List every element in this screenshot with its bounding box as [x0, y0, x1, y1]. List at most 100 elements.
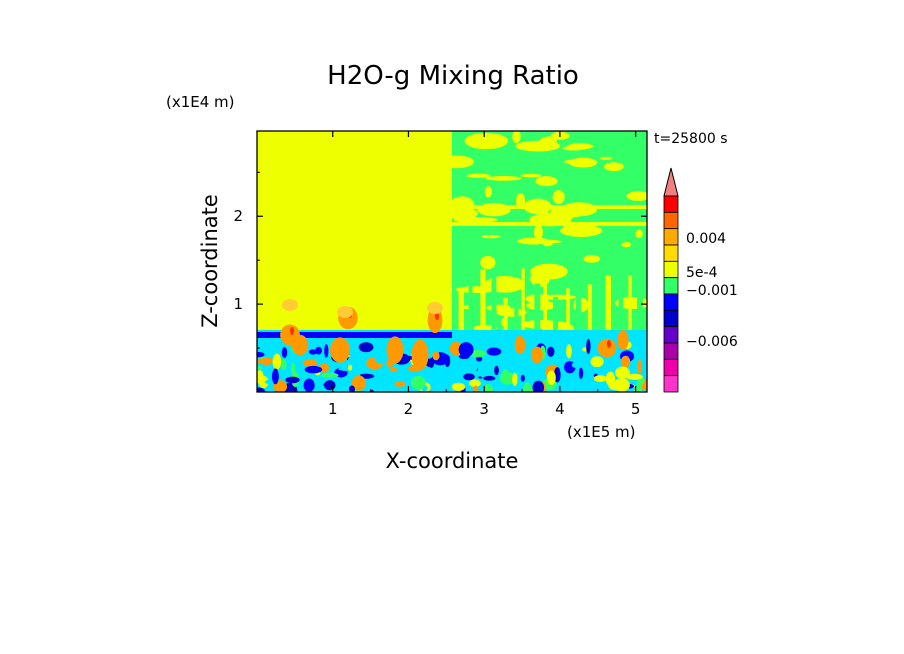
- field-eddy: [483, 375, 496, 381]
- y-axis-label: Z-coordinate: [198, 194, 222, 328]
- field-eddy: [523, 382, 532, 392]
- field-streak: [480, 136, 490, 141]
- field-thermal-top: [282, 299, 298, 311]
- field-eddy: [338, 366, 357, 372]
- field-eddy: [566, 344, 572, 359]
- field-eddy: [620, 355, 631, 368]
- colorbar-label: −0.006: [686, 334, 738, 350]
- field-thermal: [386, 336, 404, 364]
- field-eddy: [394, 381, 406, 387]
- colorbar-segment: [663, 326, 679, 344]
- field-eddy: [528, 341, 535, 350]
- field-eddy: [303, 378, 315, 392]
- field-thermal: [514, 335, 526, 355]
- field-streak: [533, 224, 543, 240]
- colorbar-label: 0.004: [686, 231, 726, 247]
- colorbar-segment: [663, 358, 679, 377]
- x-tick-label: 4: [555, 400, 565, 418]
- field-thermal: [330, 337, 350, 363]
- field-plume: [543, 274, 548, 355]
- field-plume: [491, 269, 497, 350]
- field-eddy: [271, 368, 279, 385]
- field-streak: [481, 234, 501, 239]
- x-tick-label: 1: [328, 400, 338, 418]
- x-unit-label: (x1E5 m): [567, 423, 636, 441]
- field-eddy: [477, 362, 490, 378]
- colorbar: [663, 167, 679, 393]
- field-eddy: [281, 347, 288, 359]
- field-eddy: [586, 338, 591, 355]
- field-streak: [512, 131, 521, 144]
- field-eddy: [636, 381, 642, 392]
- field-eddy: [472, 385, 479, 392]
- y-unit-label: (x1E4 m): [166, 93, 235, 111]
- field-eddy: [308, 349, 318, 355]
- x-tick-label: 5: [631, 400, 641, 418]
- field-eddy: [494, 365, 499, 376]
- field-streak: [515, 140, 561, 152]
- x-axis-label: X-coordinate: [386, 449, 519, 473]
- field-streak: [526, 300, 556, 311]
- field-streak: [520, 173, 542, 178]
- field-eddy: [463, 373, 475, 381]
- field-streak: [563, 159, 598, 165]
- field-streak: [626, 191, 647, 201]
- colorbar-segment: [663, 309, 679, 328]
- field-eddy: [302, 359, 318, 367]
- field-eddy: [272, 353, 282, 370]
- plot-frame: [256, 130, 648, 393]
- field-eddy: [458, 342, 474, 358]
- field-eddy: [290, 362, 296, 374]
- field-thermal-core: [435, 312, 439, 320]
- field-eddy: [324, 380, 336, 391]
- colorbar-segment: [663, 244, 679, 262]
- field-streak: [484, 186, 492, 198]
- field-eddy: [590, 356, 604, 368]
- field-thermal: [411, 339, 429, 371]
- field-streak: [530, 263, 568, 280]
- field-streak: [449, 196, 475, 214]
- field-eddy: [438, 371, 447, 388]
- field-eddy: [351, 375, 366, 391]
- field-plume: [458, 289, 465, 370]
- field-plume: [605, 275, 611, 356]
- field-eddy: [285, 376, 300, 384]
- field-plume: [628, 275, 632, 356]
- field-plume: [637, 275, 643, 356]
- field-streak: [561, 202, 598, 217]
- field-plume: [566, 288, 570, 369]
- field-eddy: [374, 353, 388, 364]
- field-boundary-layer: [257, 330, 647, 392]
- field-eddy: [376, 341, 388, 352]
- field-streak: [535, 176, 558, 187]
- field-streak: [552, 190, 565, 204]
- field-eddy: [348, 364, 353, 371]
- y-tick-label: 1: [233, 295, 243, 313]
- field-eddy: [349, 346, 360, 358]
- field-plume: [468, 281, 473, 362]
- field-eddy: [315, 346, 322, 355]
- field-streak: [599, 156, 613, 160]
- field-eddy: [389, 366, 398, 373]
- field-thermal: [617, 329, 629, 351]
- x-tick-label: 2: [404, 400, 414, 418]
- field-eddy: [578, 367, 584, 379]
- field-eddy: [358, 342, 374, 353]
- field-eddy: [469, 379, 481, 388]
- field-streak: [604, 162, 624, 172]
- field-streak: [519, 239, 562, 244]
- colorbar-segment: [663, 195, 679, 213]
- colorbar-extend-triangle: [663, 167, 679, 197]
- field-thermal-top: [427, 302, 443, 314]
- field-eddy: [499, 371, 515, 385]
- field-eddy: [532, 380, 545, 392]
- field-eddy: [348, 385, 355, 392]
- colorbar-segment: [663, 211, 679, 230]
- field-eddy: [613, 378, 630, 392]
- field-plume: [595, 282, 601, 363]
- field-eddy: [512, 372, 518, 386]
- field-eddy: [304, 365, 323, 374]
- field-streak: [621, 242, 632, 248]
- colorbar-segment: [663, 375, 679, 393]
- field-streak: [455, 286, 498, 293]
